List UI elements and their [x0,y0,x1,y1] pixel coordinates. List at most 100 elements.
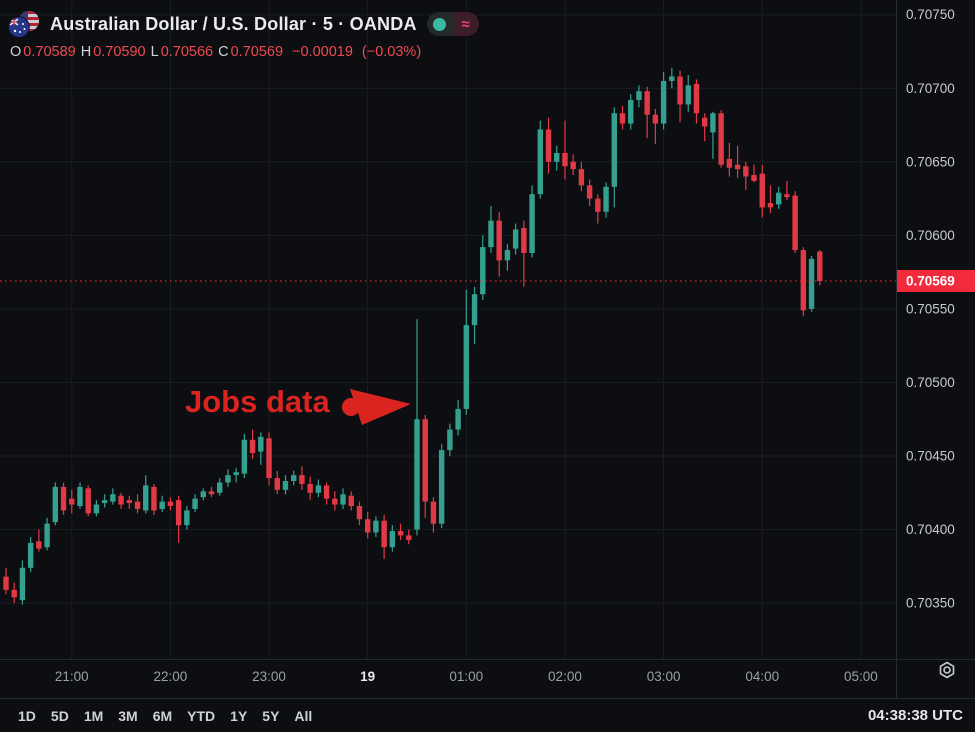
candle-down[interactable] [693,83,700,114]
candle-down[interactable] [307,483,313,493]
candle-down[interactable] [332,498,338,505]
time-axis-label[interactable]: 05:00 [844,669,878,684]
candle-up[interactable] [685,85,691,105]
candle-up[interactable] [373,520,379,533]
candle-up[interactable] [241,439,248,474]
candle-down[interactable] [800,250,807,311]
candle-up[interactable] [340,494,346,505]
candle-up[interactable] [414,419,420,530]
range-button-6m[interactable]: 6M [152,707,173,724]
candle-up[interactable] [77,486,83,507]
candle-down[interactable] [817,251,823,281]
candle-down[interactable] [718,113,724,165]
candle-down[interactable] [422,419,428,502]
candle-down[interactable] [126,500,132,504]
candle-up[interactable] [225,475,231,483]
candle-down[interactable] [299,475,305,484]
candle-up[interactable] [93,504,100,514]
price-axis-label[interactable]: 0.70500 [906,375,955,390]
candle-up[interactable] [389,531,396,548]
candle-down[interactable] [702,117,708,127]
candle-down[interactable] [734,164,741,170]
candle-down[interactable] [36,541,42,549]
candle-up[interactable] [282,481,289,490]
price-axis-label[interactable]: 0.70700 [906,81,955,96]
price-axis-label[interactable]: 0.70450 [906,449,955,464]
candle-up[interactable] [291,475,297,482]
candle-down[interactable] [3,576,9,590]
approx-price-toggle-button[interactable]: ≈ [452,12,479,36]
candle-down[interactable] [767,202,774,208]
range-button-3m[interactable]: 3M [118,707,138,724]
range-button-5d[interactable]: 5D [50,707,69,724]
candle-down[interactable] [118,495,124,505]
candle-down[interactable] [381,520,387,548]
candle-up[interactable] [504,250,511,261]
candle-down[interactable] [759,173,765,208]
range-button-1y[interactable]: 1Y [230,707,248,724]
candle-up[interactable] [669,76,675,81]
candle-up[interactable] [159,501,165,509]
candle-down[interactable] [274,478,280,490]
candle-down[interactable] [266,438,272,479]
candle-down[interactable] [751,175,757,181]
candle-down[interactable] [430,501,437,524]
candle-down[interactable] [743,166,749,177]
candle-up[interactable] [775,192,782,205]
candle-down[interactable] [496,220,502,261]
candle-up[interactable] [44,523,50,548]
candle-down[interactable] [545,129,552,162]
candle-down[interactable] [784,194,790,198]
candle-up[interactable] [455,408,461,430]
candle-down[interactable] [364,519,371,533]
candle-up[interactable] [101,500,108,504]
candle-up[interactable] [808,258,815,309]
candle-down[interactable] [175,500,182,526]
settings-icon[interactable] [939,661,955,679]
candle-down[interactable] [323,485,330,499]
time-axis-label[interactable]: 02:00 [548,669,582,684]
candle-down[interactable] [167,501,174,507]
candle-up[interactable] [636,91,642,101]
candle-down[interactable] [570,161,576,170]
candle-up[interactable] [480,247,486,295]
candle-up[interactable] [233,472,239,476]
candle-up[interactable] [27,542,34,568]
market-status-button[interactable] [426,12,453,36]
range-button-1d[interactable]: 1D [18,707,36,724]
candle-up[interactable] [710,113,716,133]
candle-down[interactable] [644,91,650,115]
time-axis-label[interactable]: 19 [360,669,375,684]
price-axis-label[interactable]: 0.70550 [906,301,955,316]
candle-down[interactable] [348,495,354,507]
candle-down[interactable] [69,498,75,505]
candle-up[interactable] [200,491,206,498]
candle-down[interactable] [521,228,527,254]
range-button-ytd[interactable]: YTD [187,707,216,724]
price-axis-label[interactable]: 0.70600 [906,228,955,243]
candle-down[interactable] [792,195,798,251]
time-axis-label[interactable]: 01:00 [449,669,483,684]
candle-down[interactable] [208,491,215,495]
time-axis-label[interactable]: 23:00 [252,669,286,684]
candle-down[interactable] [562,152,568,167]
candle-up[interactable] [438,450,445,524]
candle-up[interactable] [529,194,535,254]
candle-down[interactable] [151,486,157,511]
candle-up[interactable] [192,498,198,509]
candle-up[interactable] [603,186,609,212]
candle-up[interactable] [217,482,223,493]
time-axis-label[interactable]: 21:00 [55,669,89,684]
candle-down[interactable] [397,531,404,536]
candle-down[interactable] [578,169,585,186]
candle-down[interactable] [406,535,412,540]
candle-down[interactable] [652,114,659,124]
candle-up[interactable] [471,294,478,326]
candle-up[interactable] [488,220,494,248]
candle-down[interactable] [85,488,91,514]
price-axis-label[interactable]: 0.70650 [906,154,955,169]
time-axis-label[interactable]: 04:00 [745,669,779,684]
candle-down[interactable] [249,439,256,454]
candle-down[interactable] [356,506,363,520]
